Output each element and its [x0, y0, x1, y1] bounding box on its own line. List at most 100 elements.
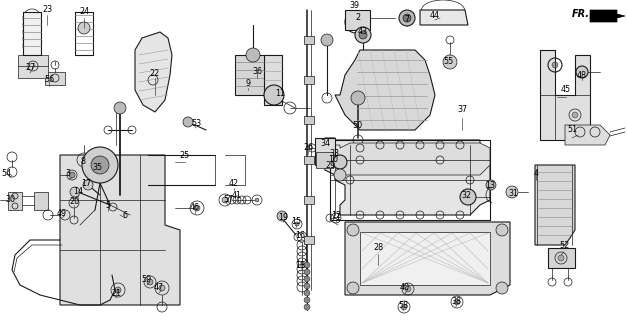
- Text: 13: 13: [485, 180, 495, 189]
- Text: 51: 51: [567, 125, 577, 134]
- Circle shape: [359, 31, 367, 39]
- Circle shape: [70, 187, 80, 197]
- Text: 36: 36: [252, 68, 262, 76]
- Bar: [304, 36, 314, 44]
- Polygon shape: [235, 55, 272, 95]
- Text: 24: 24: [79, 7, 89, 17]
- Circle shape: [246, 48, 260, 62]
- Circle shape: [401, 304, 407, 310]
- Text: 9: 9: [245, 79, 251, 89]
- Text: 27: 27: [25, 62, 35, 71]
- Circle shape: [333, 155, 347, 169]
- Text: 38: 38: [451, 297, 461, 306]
- Circle shape: [334, 169, 346, 181]
- Text: 25: 25: [180, 150, 190, 159]
- Text: 1: 1: [335, 213, 340, 222]
- Text: 57: 57: [223, 195, 233, 204]
- Circle shape: [350, 227, 356, 233]
- Circle shape: [337, 159, 343, 165]
- Circle shape: [351, 91, 365, 105]
- Bar: [304, 156, 314, 164]
- Circle shape: [304, 276, 310, 282]
- Circle shape: [183, 117, 193, 127]
- Circle shape: [496, 282, 508, 294]
- Text: 29: 29: [325, 161, 335, 170]
- Text: 55: 55: [444, 58, 454, 67]
- Polygon shape: [540, 50, 590, 140]
- Circle shape: [499, 227, 505, 233]
- Polygon shape: [45, 72, 65, 85]
- Circle shape: [447, 59, 453, 65]
- Circle shape: [499, 285, 505, 291]
- Circle shape: [579, 69, 585, 75]
- Circle shape: [350, 285, 356, 291]
- Circle shape: [355, 27, 371, 43]
- Text: 14: 14: [73, 188, 83, 196]
- Bar: [23, 12, 41, 55]
- Circle shape: [83, 180, 93, 190]
- Text: 44: 44: [430, 11, 440, 20]
- Circle shape: [347, 282, 359, 294]
- Polygon shape: [330, 143, 490, 175]
- Circle shape: [576, 66, 588, 78]
- Circle shape: [304, 262, 310, 268]
- Circle shape: [572, 112, 578, 118]
- Text: 35: 35: [92, 163, 102, 172]
- Circle shape: [337, 172, 343, 178]
- Text: 53: 53: [191, 118, 201, 127]
- Text: 32: 32: [461, 190, 471, 199]
- Text: 18: 18: [295, 260, 305, 269]
- Bar: [304, 76, 314, 84]
- Text: 42: 42: [229, 179, 239, 188]
- Circle shape: [295, 222, 299, 226]
- Circle shape: [115, 287, 121, 293]
- Text: 48: 48: [577, 70, 587, 79]
- Text: 21: 21: [111, 289, 121, 298]
- Circle shape: [69, 172, 75, 178]
- Text: 23: 23: [42, 5, 52, 14]
- Text: FR.: FR.: [572, 9, 590, 19]
- Text: 19: 19: [278, 213, 288, 222]
- Circle shape: [304, 290, 310, 296]
- Circle shape: [194, 205, 200, 211]
- Text: 28: 28: [373, 244, 383, 252]
- Circle shape: [552, 62, 558, 68]
- Polygon shape: [565, 125, 610, 145]
- Circle shape: [464, 193, 472, 201]
- Circle shape: [399, 10, 415, 26]
- Text: 15: 15: [291, 218, 301, 227]
- Polygon shape: [548, 248, 575, 268]
- Text: 11: 11: [275, 89, 285, 98]
- Text: 7: 7: [404, 15, 409, 25]
- Polygon shape: [360, 232, 490, 285]
- Text: 3: 3: [65, 169, 70, 178]
- Polygon shape: [34, 192, 48, 210]
- Circle shape: [304, 297, 310, 303]
- Polygon shape: [60, 155, 180, 305]
- Text: 47: 47: [154, 283, 164, 292]
- Circle shape: [114, 102, 126, 114]
- Circle shape: [506, 186, 518, 198]
- Circle shape: [558, 255, 564, 261]
- Text: 26: 26: [303, 143, 313, 153]
- Polygon shape: [264, 55, 282, 105]
- Text: 2: 2: [356, 13, 361, 22]
- Circle shape: [403, 14, 411, 22]
- Circle shape: [454, 299, 460, 305]
- Text: 46: 46: [190, 204, 200, 212]
- Circle shape: [321, 34, 333, 46]
- Text: 12: 12: [331, 211, 341, 220]
- Text: 8: 8: [80, 157, 85, 166]
- Text: 4: 4: [534, 169, 539, 178]
- Text: 49: 49: [57, 209, 67, 218]
- Circle shape: [460, 189, 476, 205]
- Polygon shape: [325, 138, 490, 215]
- Bar: [304, 196, 314, 204]
- Polygon shape: [345, 10, 370, 30]
- Circle shape: [304, 283, 310, 289]
- Polygon shape: [316, 152, 333, 168]
- Polygon shape: [18, 55, 48, 78]
- Circle shape: [277, 211, 287, 221]
- Circle shape: [91, 156, 109, 174]
- Text: 39: 39: [349, 2, 359, 11]
